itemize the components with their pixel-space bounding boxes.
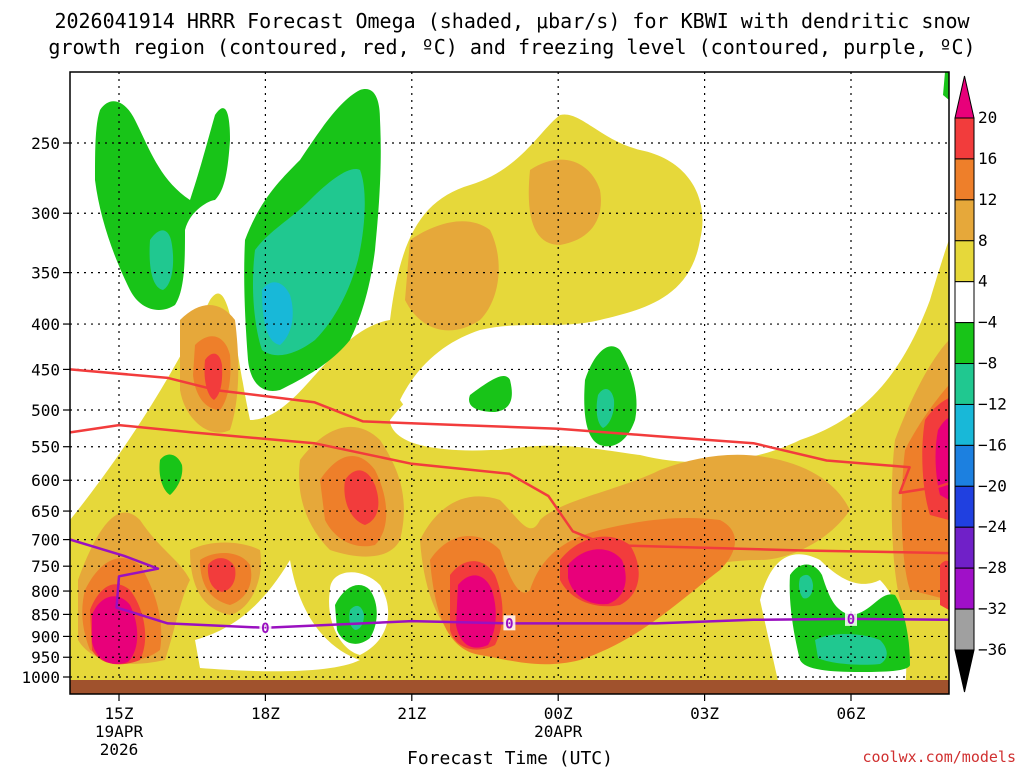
colorbar-segment bbox=[954, 363, 975, 405]
colorbar-bottom-arrow bbox=[954, 649, 975, 693]
freezing-level: 0 0 0 bbox=[70, 538, 949, 637]
x-tick-label: 18Z bbox=[251, 704, 280, 723]
colorbar-label: −8 bbox=[978, 354, 997, 373]
chart-title-line2: growth region (contoured, red, ºC) and f… bbox=[48, 35, 975, 59]
colorbar-top-arrow bbox=[954, 75, 975, 119]
freezing-label-bg bbox=[503, 615, 516, 631]
y-tick-label: 800 bbox=[31, 582, 60, 601]
y-tick-label: 700 bbox=[31, 531, 60, 550]
colorbar-label: −36 bbox=[978, 640, 1007, 659]
y-tick-label: 750 bbox=[31, 557, 60, 576]
colorbar-label: −20 bbox=[978, 476, 1007, 495]
plot-frame bbox=[69, 71, 950, 695]
y-tick-label: 850 bbox=[31, 605, 60, 624]
freezing-label-bg bbox=[845, 610, 857, 626]
y-tick-label: 550 bbox=[31, 438, 60, 457]
colorbar-label: 20 bbox=[978, 108, 997, 127]
colorbar-label: −24 bbox=[978, 517, 1007, 536]
y-tick-label: 400 bbox=[31, 315, 60, 334]
omega-region-minus16 bbox=[262, 282, 293, 345]
omega-region-white-5 bbox=[647, 325, 854, 447]
x-tick-label: 03Z bbox=[690, 704, 719, 723]
colorbar-label: 12 bbox=[978, 190, 997, 209]
colorbar-label: 16 bbox=[978, 149, 997, 168]
colorbar-segment bbox=[954, 322, 975, 365]
colorbar-segment bbox=[954, 444, 975, 487]
plot-area: 0 0 0 bbox=[70, 72, 949, 694]
x-axis-title: Forecast Time (UTC) bbox=[407, 748, 613, 768]
dendritic-contours bbox=[70, 368, 949, 555]
y-tick-label: 300 bbox=[31, 204, 60, 223]
colorbar-label: −4 bbox=[978, 313, 997, 332]
y-tick-label: 950 bbox=[31, 648, 60, 667]
freezing-level-label: 0 bbox=[261, 621, 269, 637]
y-tick-label: 450 bbox=[31, 360, 60, 379]
colorbar-segment bbox=[954, 158, 975, 201]
y-tick-label: 650 bbox=[31, 502, 60, 521]
x-tick-date: 19APR bbox=[95, 722, 144, 741]
colorbar-label: −16 bbox=[978, 435, 1007, 454]
colorbar-segment bbox=[954, 199, 975, 242]
x-tick-date: 20APR bbox=[534, 722, 583, 741]
y-tick-label: 250 bbox=[31, 134, 60, 153]
x-tick-label: 21Z bbox=[397, 704, 426, 723]
colorbar-segment bbox=[954, 485, 975, 528]
colorbar-segment bbox=[954, 240, 975, 283]
colorbar-segment bbox=[954, 117, 975, 160]
colorbar-segment bbox=[954, 281, 975, 324]
dendritic-contour-lower bbox=[70, 423, 949, 555]
freezing-level-label: 0 bbox=[847, 612, 855, 628]
y-tick-label: 500 bbox=[31, 401, 60, 420]
dendritic-contour-upper bbox=[70, 368, 949, 495]
colorbar-segment bbox=[954, 526, 975, 569]
y-tick-label: 1000 bbox=[21, 668, 60, 687]
y-tick-label: 900 bbox=[31, 627, 60, 646]
omega-region-12 bbox=[82, 336, 949, 665]
colorbar-label: 4 bbox=[978, 272, 988, 291]
colorbar-label: −28 bbox=[978, 558, 1007, 577]
chart-title-line1: 2026041914 HRRR Forecast Omega (shaded, … bbox=[54, 9, 970, 33]
colorbar-label: −32 bbox=[978, 599, 1007, 618]
colorbar: 20 16 12 8 4 −4 −8 −12 −16 −20 −24 −28 −32 −36 bbox=[954, 75, 1007, 693]
omega-region-white-1 bbox=[195, 560, 360, 672]
omega-region-minus12 bbox=[149, 169, 887, 665]
colorbar-label: −12 bbox=[978, 394, 1007, 413]
x-tick-label: 15Z bbox=[105, 704, 134, 723]
x-tick-label: 06Z bbox=[837, 704, 866, 723]
colorbar-label: 8 bbox=[978, 231, 988, 250]
credit-link[interactable]: coolwx.com/models bbox=[862, 748, 1016, 766]
y-tick-label: 600 bbox=[31, 471, 60, 490]
x-tick-label: 00Z bbox=[544, 704, 573, 723]
colorbar-segment bbox=[954, 567, 975, 610]
ground-surface bbox=[70, 680, 949, 694]
freezing-label-bg bbox=[259, 619, 272, 635]
y-axis: 250 300 350 400 450 500 550 600 650 700 750 800 850 9… bbox=[21, 134, 70, 687]
freezing-level-label: 0 bbox=[505, 616, 513, 632]
x-tick-year: 2026 bbox=[100, 740, 139, 759]
y-tick-label: 350 bbox=[31, 264, 60, 283]
colorbar-segment bbox=[954, 403, 975, 446]
colorbar-segment bbox=[954, 608, 975, 651]
